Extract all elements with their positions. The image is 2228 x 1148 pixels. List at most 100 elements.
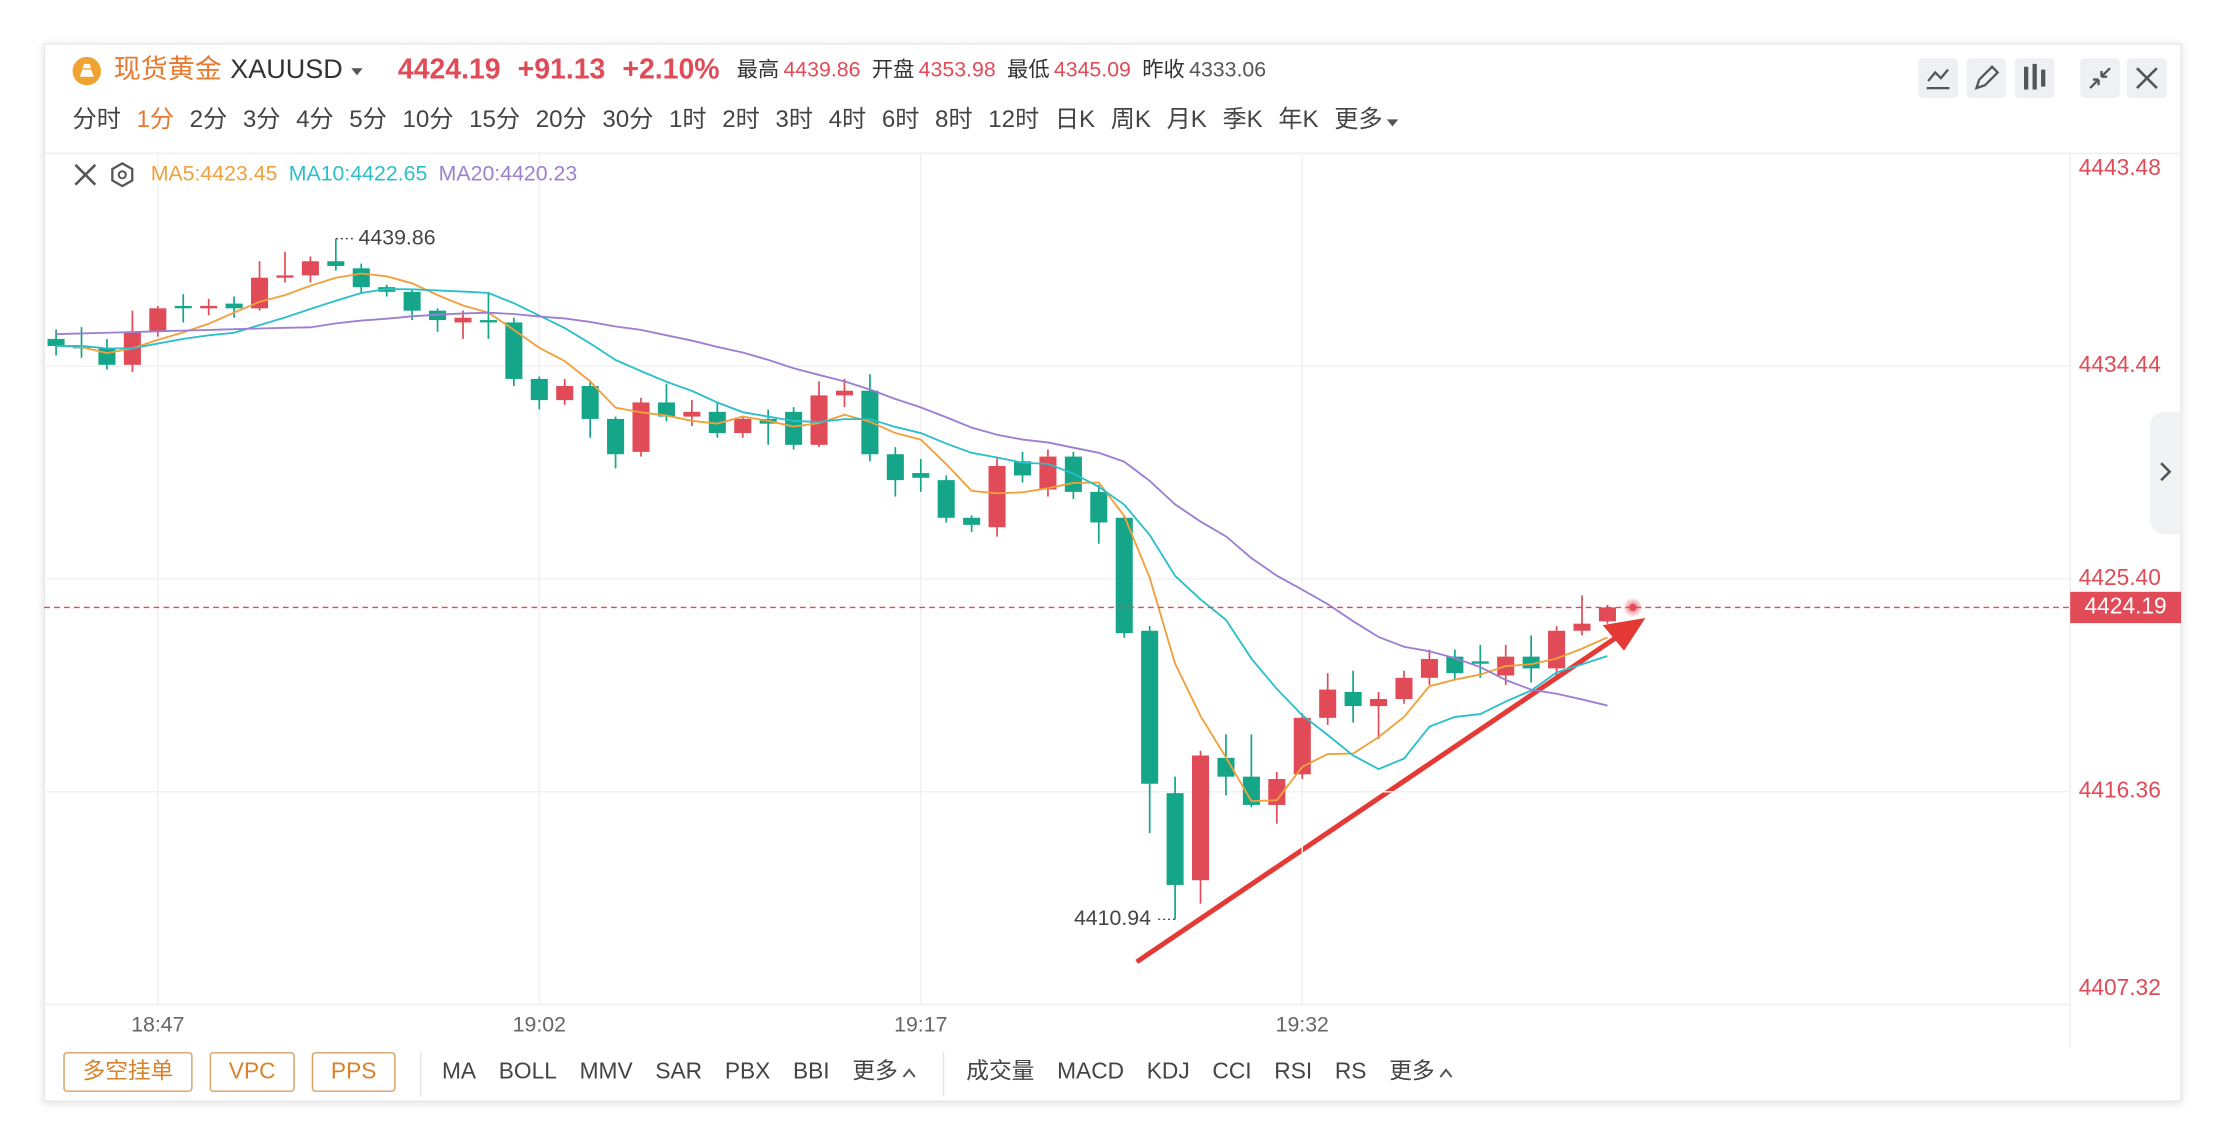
stat-value: 4439.86 [783, 58, 860, 82]
candle-body [1420, 658, 1438, 678]
candle-body [403, 291, 421, 311]
x-tick-label: 19:17 [894, 1012, 947, 1036]
period-tab[interactable]: 年K [1278, 106, 1318, 133]
more-caret [1386, 119, 1399, 127]
candle-body [607, 418, 625, 455]
period-tab[interactable]: 20分 [536, 106, 587, 133]
stat-label: 昨收 [1142, 58, 1185, 82]
candle-body [479, 320, 497, 323]
shrink-icon [2089, 67, 2111, 89]
candle-body [1166, 793, 1184, 885]
indicator-tab[interactable]: 成交量 [966, 1058, 1034, 1084]
period-tab[interactable]: 15分 [469, 106, 520, 133]
period-tab[interactable]: 1时 [669, 106, 707, 133]
indicator-tab[interactable]: SAR [655, 1058, 702, 1084]
period-tab[interactable]: 6时 [882, 106, 920, 133]
period-tab[interactable]: 10分 [403, 106, 454, 133]
period-tab[interactable]: 更多 [1334, 106, 1382, 133]
period-tab[interactable]: 3分 [243, 106, 281, 133]
stat-value: 4333.06 [1189, 58, 1266, 82]
candle-body [937, 480, 955, 518]
candle-body [149, 308, 167, 332]
instrument-name[interactable]: 现货黄金 [114, 54, 222, 84]
ma-line [56, 272, 1608, 803]
tool-button[interactable] [1966, 58, 2007, 99]
candle-body [1446, 656, 1464, 674]
ma-line [56, 311, 1608, 707]
candle-body [683, 411, 701, 417]
stat-label: 最低 [1007, 58, 1050, 82]
candle-body [1293, 717, 1311, 775]
candle-body [886, 454, 904, 481]
period-tab[interactable]: 5分 [349, 106, 387, 133]
quote-change-pct: +2.10% [622, 54, 719, 86]
toolbar-button[interactable] [209, 1052, 295, 1092]
candle-body [174, 305, 192, 309]
indicator-tab[interactable]: CCI [1212, 1058, 1251, 1084]
period-tab[interactable]: 3时 [775, 106, 813, 133]
settings-icon[interactable] [111, 162, 134, 188]
indicator-tab[interactable]: 更多 [1389, 1058, 1434, 1084]
indicator-tab[interactable]: RSI [1274, 1058, 1312, 1084]
indicator-tab[interactable]: KDJ [1147, 1058, 1190, 1084]
x-tick-label: 18:47 [131, 1012, 184, 1036]
tool-buttons[interactable] [1918, 58, 2167, 99]
ma-legend: MA5:4423.45 [151, 161, 278, 185]
more-caret-up [1439, 1068, 1453, 1078]
candle-body [301, 261, 319, 276]
period-tab[interactable]: 4时 [829, 106, 867, 133]
more-caret-up [902, 1068, 916, 1078]
last-price-dot [1629, 603, 1637, 612]
period-tab[interactable]: 季K [1223, 106, 1263, 133]
toolbar-button[interactable] [311, 1052, 396, 1092]
indicator-tab[interactable]: MA [442, 1058, 477, 1084]
stat-value: 4353.98 [919, 58, 996, 82]
indicator-tab[interactable]: PBX [725, 1058, 770, 1084]
indicator-tab[interactable]: MMV [580, 1058, 634, 1084]
toolbar-button[interactable] [63, 1052, 193, 1092]
period-tab[interactable]: 月K [1167, 106, 1207, 133]
tool-button[interactable] [1918, 58, 1958, 99]
period-tab[interactable]: 4分 [296, 106, 334, 133]
ma-line [56, 288, 1608, 771]
instrument-symbol[interactable]: XAUUSD [230, 54, 342, 84]
candle-body [1522, 656, 1540, 669]
stat-label: 最高 [737, 58, 780, 82]
last-price-label: 4424.19 [2085, 592, 2167, 618]
indicator-tab[interactable]: BBI [793, 1058, 830, 1084]
period-tab[interactable]: 日K [1055, 106, 1095, 133]
period-tab[interactable]: 8时 [935, 106, 973, 133]
candle-body [1573, 623, 1591, 631]
candle-body [276, 275, 294, 278]
candle-body [835, 390, 854, 396]
toolbar-button-label[interactable]: PPS [331, 1058, 376, 1084]
toolbar-button-label[interactable]: 多空挂单 [83, 1058, 174, 1084]
hide-indicator-icon[interactable] [74, 163, 97, 186]
period-tab[interactable]: 2分 [190, 106, 228, 133]
indicator-tab[interactable]: MACD [1057, 1058, 1124, 1084]
candle-body [47, 338, 65, 346]
shrink-button[interactable] [2080, 58, 2120, 99]
tool-icon [1926, 68, 1950, 90]
y-tick-label: 4407.32 [2079, 974, 2161, 1000]
period-tab[interactable]: 分时 [73, 106, 121, 133]
indicator-tab[interactable]: RS [1335, 1058, 1367, 1084]
candle-body [912, 473, 930, 478]
ma-legend: MA10:4422.65 [289, 161, 428, 185]
period-tab[interactable]: 1分 [136, 106, 174, 133]
period-tab[interactable]: 12时 [988, 106, 1039, 133]
period-tab[interactable]: 周K [1111, 106, 1151, 133]
indicator-tab[interactable]: 更多 [852, 1058, 897, 1084]
stat-label: 开盘 [872, 58, 915, 82]
period-tab[interactable]: 2时 [722, 106, 760, 133]
indicator-tab[interactable]: BOLL [499, 1058, 557, 1084]
candle-body [581, 385, 599, 419]
tool-icon [2024, 63, 2046, 90]
side-panel-tab[interactable] [2149, 412, 2182, 535]
ma-legend: MA20:4420.23 [439, 161, 578, 185]
trend-arrow [1135, 633, 1622, 964]
toolbar-button-label[interactable]: VPC [229, 1058, 276, 1084]
period-tab[interactable]: 30分 [602, 106, 653, 133]
candle-body [632, 402, 650, 452]
candle-body [352, 268, 370, 288]
